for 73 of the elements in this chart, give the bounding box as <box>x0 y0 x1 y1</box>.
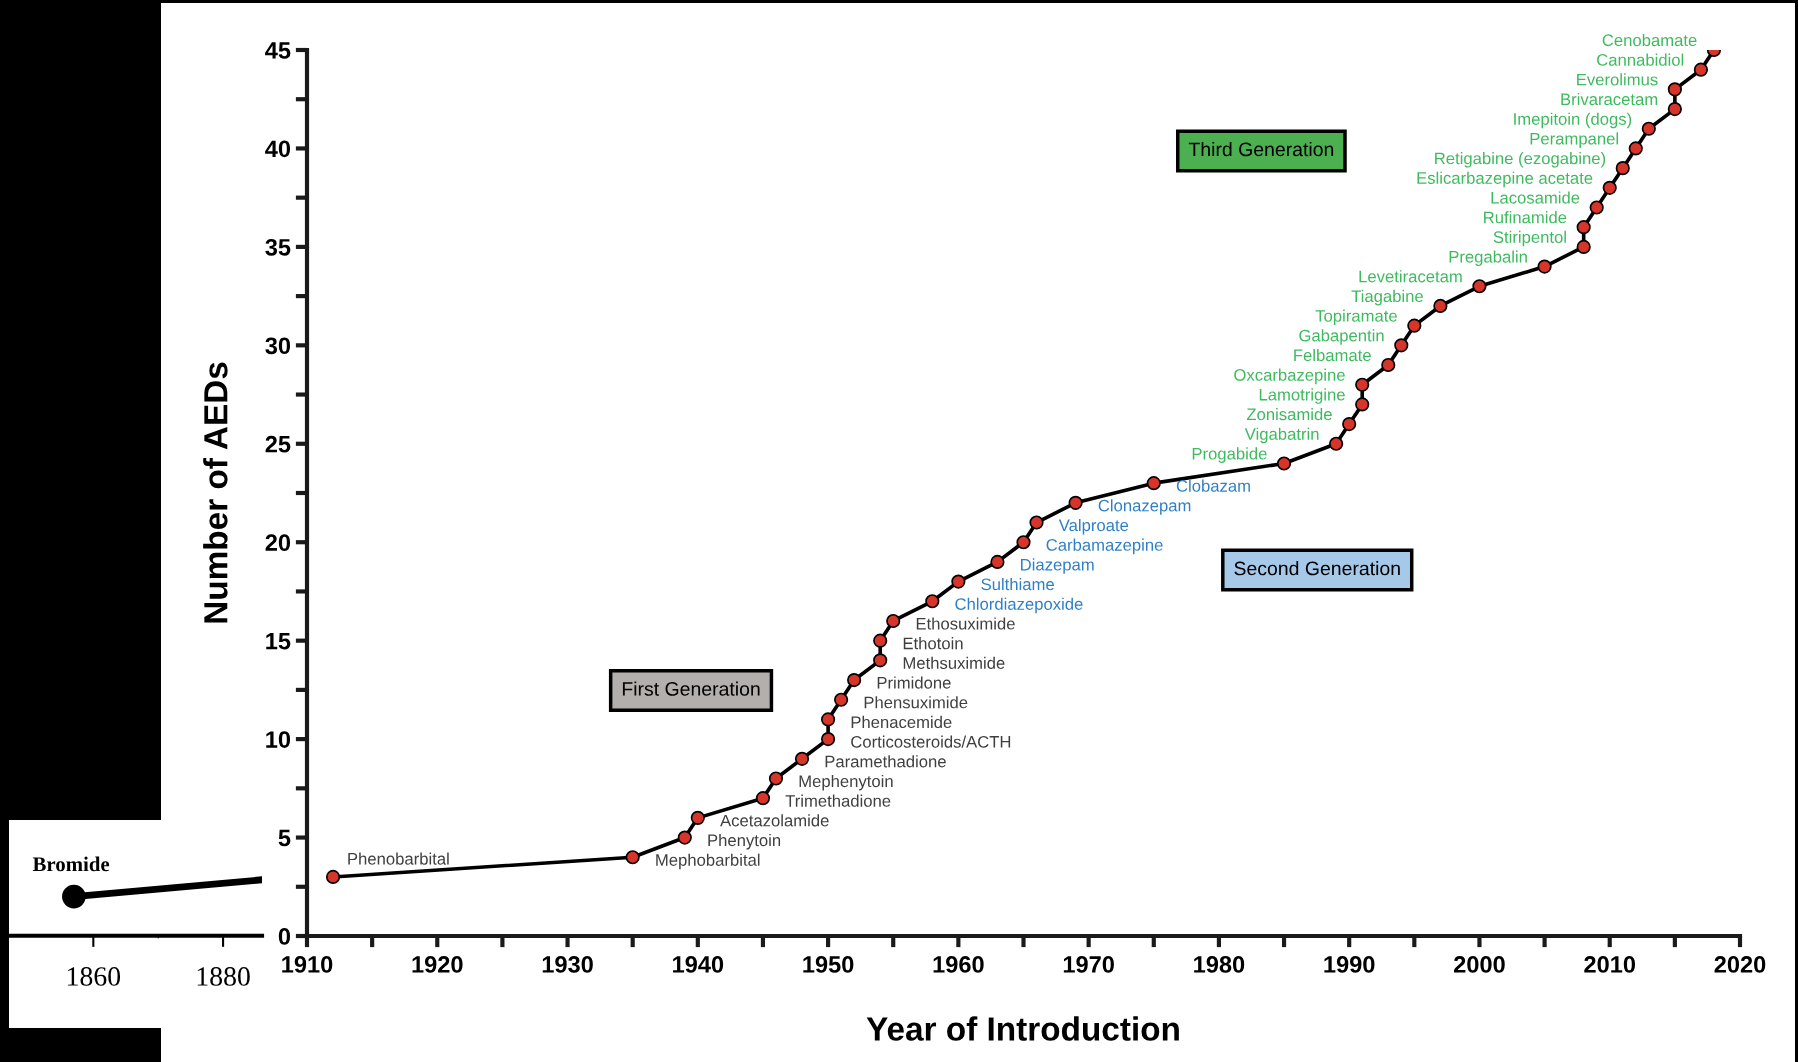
y-tick-label: 5 <box>278 829 291 847</box>
data-label: Carbamazepine <box>1046 538 1163 555</box>
y-tick-label: 10 <box>266 731 291 748</box>
data-label: Trimethadione <box>785 794 891 807</box>
data-label: Corticosteroids/ACTH <box>851 735 1011 748</box>
data-label: Sulthiame <box>981 578 1054 591</box>
x-tick-label: 1930 <box>542 956 593 973</box>
y-tick-label: 20 <box>265 534 291 552</box>
data-label: Acetazolamide <box>720 814 829 827</box>
data-label: Stiripentol <box>1493 230 1566 247</box>
text: Third Generation <box>1188 141 1334 157</box>
text: Second Generation <box>1234 561 1400 576</box>
y-tick-label: 15 <box>266 632 291 650</box>
data-label: Pregabalin <box>1449 250 1527 267</box>
data-label: Felbamate <box>1294 348 1371 362</box>
data-label: Primidone <box>877 676 951 689</box>
y-tick-label: 25 <box>265 435 291 453</box>
data-label: Paramethadione <box>825 755 946 768</box>
x-tick-label: 2020 <box>1714 956 1766 973</box>
data-label: Progabide <box>1192 447 1267 463</box>
data-label: Ethotoin <box>903 637 963 650</box>
data-label: Clonazepam <box>1098 499 1191 515</box>
y-tick-label: 30 <box>265 337 291 355</box>
data-label: Topiramate <box>1315 309 1397 326</box>
data-label: Diazepam <box>1021 558 1094 574</box>
data-label: Lamotrigine <box>1259 388 1345 404</box>
x-axis-title: Year of Introduction <box>866 1016 1179 1041</box>
data-label: Clobazam <box>1176 479 1250 492</box>
data-label: Ethosuximide <box>916 617 1015 630</box>
x-tick-label: 1860 <box>68 967 121 986</box>
x-tick-label: 2000 <box>1454 956 1505 973</box>
x-tick-label: 1920 <box>412 956 463 973</box>
data-label: Imepitoin (dogs) <box>1514 112 1632 129</box>
data-label: Cenobamate <box>1602 33 1697 47</box>
data-label: Gabapentin <box>1299 329 1384 345</box>
data-label: Phenacemide <box>851 715 952 729</box>
series-label: Bromide <box>32 856 110 872</box>
data-label: Phensuximide <box>864 696 968 709</box>
x-tick-label: 1980 <box>1194 956 1245 973</box>
data-label: Lacosamide <box>1491 191 1580 204</box>
data-label: Chlordiazepoxide <box>955 597 1083 614</box>
data-label: Levetiracetam <box>1359 270 1462 283</box>
data-label: Rufinamide <box>1484 211 1567 224</box>
x-tick-label: 1940 <box>673 956 724 973</box>
y-tick-label: 35 <box>265 238 291 256</box>
x-tick-label: 1950 <box>803 956 854 973</box>
data-label: Phenobarbital <box>348 852 449 865</box>
data-label: Phenytoin <box>708 833 781 850</box>
data-label: Perampanel <box>1530 132 1619 148</box>
x-tick-label: 1880 <box>197 967 250 986</box>
x-tick-label: 2010 <box>1584 956 1636 973</box>
y-tick-label: 40 <box>265 140 291 158</box>
text: First Generation <box>622 681 760 696</box>
data-label: Methsuximide <box>903 656 1005 669</box>
data-label: Zonisamide <box>1246 407 1332 421</box>
data-label: Cannabidiol <box>1597 53 1684 66</box>
data-label: Everolimus <box>1577 73 1658 86</box>
data-label: Oxcarbazepine <box>1234 368 1345 385</box>
data-label: Valproate <box>1058 518 1129 535</box>
data-label: Vigabatrin <box>1244 427 1319 444</box>
data-label: Mephenytoin <box>799 774 893 791</box>
x-tick-label: 1960 <box>933 956 984 973</box>
data-label: Eslicarbazepine acetate <box>1417 171 1593 188</box>
x-tick-label: 1910 <box>282 956 333 973</box>
y-tick-label: 0 <box>278 928 291 945</box>
data-label: Tiagabine <box>1351 289 1423 306</box>
y-axis-title: Number of AEDs <box>203 362 228 623</box>
data-label: Retigabine (ezogabine) <box>1435 152 1606 168</box>
data-label: Brivaracetam <box>1561 92 1658 106</box>
x-tick-label: 1990 <box>1324 956 1375 973</box>
data-label: Mephobarbital <box>656 853 760 870</box>
y-tick-label: 45 <box>265 42 291 59</box>
x-tick-label: 1970 <box>1063 956 1114 973</box>
